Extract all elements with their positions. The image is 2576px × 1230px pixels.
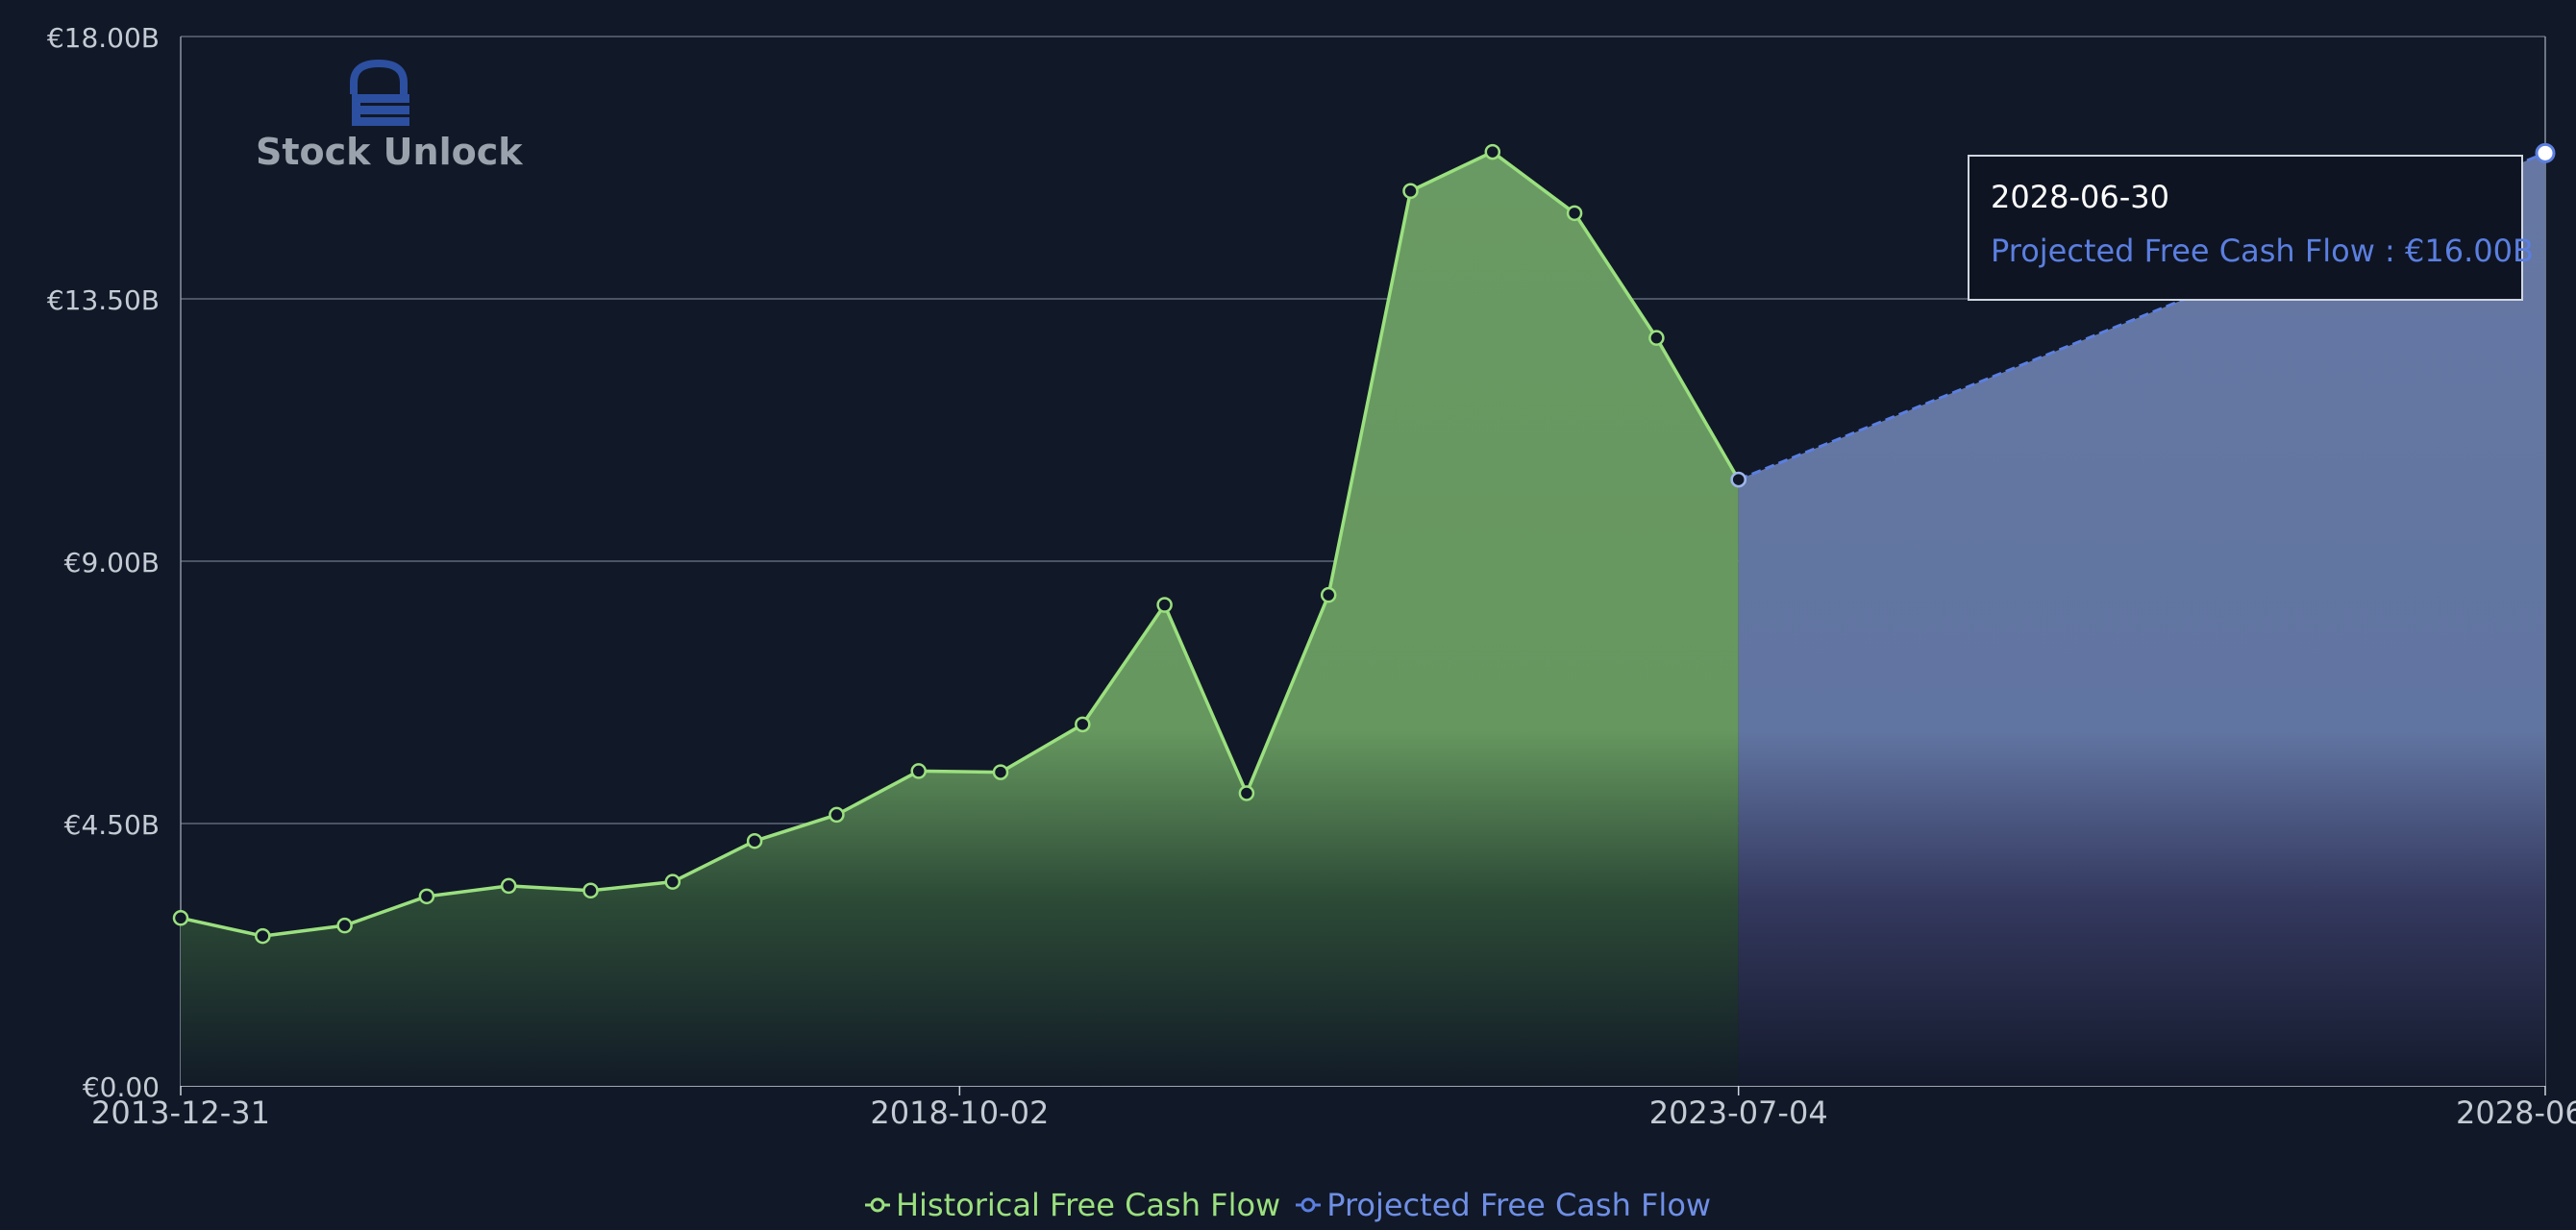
historical-point	[172, 910, 189, 926]
x-tick-label: 2013-12-31	[91, 1095, 270, 1131]
historical-area	[181, 152, 1739, 1086]
historical-point	[418, 888, 435, 905]
legend-label-historical: Historical Free Cash Flow	[895, 1187, 1281, 1223]
historical-point	[664, 873, 681, 890]
tooltip-series-name: Projected Free Cash Flow	[1991, 233, 2375, 269]
legend-line-marker-icon	[1296, 1197, 1322, 1213]
tooltip-value-row: Projected Free Cash Flow : €16.00B	[1991, 232, 2534, 270]
historical-point	[1156, 597, 1173, 613]
historical-point	[255, 927, 271, 945]
legend-item-historical[interactable]: Historical Free Cash Flow	[864, 1187, 1281, 1223]
historical-point	[746, 832, 763, 849]
tooltip-date: 2028-06-30	[1991, 179, 2169, 215]
legend-item-projected[interactable]: Projected Free Cash Flow	[1296, 1187, 1711, 1223]
chart-legend: Historical Free Cash Flow Projected Free…	[0, 1184, 2576, 1226]
tooltip-value: €16.00B	[2404, 233, 2534, 269]
x-tick-label: 2018-10-02	[870, 1095, 1049, 1131]
projected-area	[1738, 153, 2545, 1087]
historical-point	[1075, 716, 1091, 733]
historical-point	[336, 917, 353, 934]
padlock-logo-icon	[350, 59, 409, 126]
y-tick-label: €18.00B	[47, 22, 160, 54]
historical-point	[582, 882, 599, 899]
tooltip-separator: :	[2385, 233, 2405, 269]
historical-point	[1320, 586, 1337, 603]
y-tick-label: €13.50B	[47, 284, 160, 316]
historical-point	[1238, 785, 1255, 801]
stock-unlock-logo: Stock Unlock	[256, 56, 523, 181]
historical-point	[1484, 143, 1501, 160]
projected-point	[1730, 471, 1746, 488]
projected-point	[2535, 142, 2556, 163]
y-tick-label: €0.00	[83, 1071, 160, 1103]
historical-point	[1566, 205, 1583, 222]
historical-point	[1402, 183, 1419, 200]
historical-point	[829, 806, 845, 824]
chart-tooltip: 2028-06-30 Projected Free Cash Flow : €1…	[1968, 155, 2534, 301]
historical-point	[500, 877, 517, 895]
historical-point	[992, 764, 1009, 780]
y-tick-label: €4.50B	[64, 809, 160, 841]
legend-line-marker-icon	[864, 1197, 890, 1213]
historical-point	[1648, 330, 1665, 346]
y-tick-label: €9.00B	[64, 547, 160, 578]
logo-text: Stock Unlock	[256, 131, 523, 173]
historical-series-line	[180, 150, 1741, 938]
x-tick-label: 2028-06-30	[2456, 1095, 2576, 1131]
legend-label-projected: Projected Free Cash Flow	[1326, 1187, 1712, 1223]
historical-point	[910, 763, 927, 779]
x-tick-label: 2023-07-04	[1649, 1095, 1828, 1131]
